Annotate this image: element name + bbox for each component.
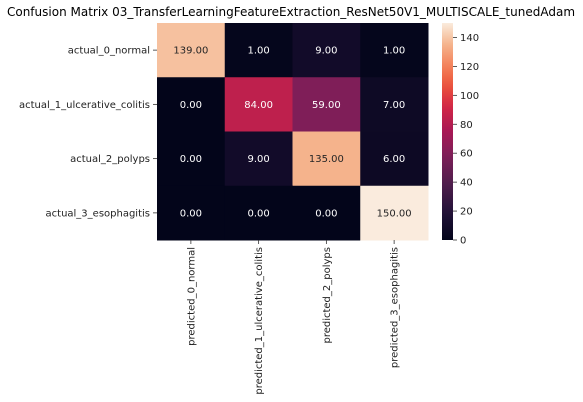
- cell-value-label: 9.00: [247, 154, 269, 165]
- colorbar-tick-label: 40: [460, 178, 473, 189]
- cell-value-label: 150.00: [377, 208, 412, 219]
- cell-value-label: 135.00: [309, 154, 344, 165]
- x-tick-label: predicted_1_ulcerative_colitis: [254, 247, 265, 395]
- y-tick-label: actual_2_polyps: [70, 154, 150, 165]
- cell-value-label: 0.00: [180, 100, 202, 111]
- cell-value-label: 84.00: [244, 100, 273, 111]
- cell-value-label: 6.00: [383, 154, 405, 165]
- y-tick-label: actual_1_ulcerative_colitis: [19, 100, 150, 111]
- colorbar-gradient: [442, 23, 453, 240]
- cell-value-label: 0.00: [247, 208, 269, 219]
- colorbar: 0 20 40 60 80 100 120 140: [442, 23, 479, 247]
- x-tick-label: predicted_2_polyps: [322, 247, 333, 344]
- cell-value-label: 0.00: [315, 208, 337, 219]
- cell-value-label: 7.00: [383, 100, 405, 111]
- x-tick-label: predicted_3_esophagitis: [390, 247, 401, 368]
- y-tick-label: actual_3_esophagitis: [46, 208, 150, 219]
- cell-value-label: 1.00: [247, 46, 269, 57]
- y-tick-label: actual_0_normal: [68, 46, 150, 57]
- colorbar-tick-label: 60: [460, 149, 473, 160]
- y-tick-labels: actual_0_normal actual_1_ulcerative_colit…: [19, 46, 157, 220]
- heatmap-cells: 139.00 1.00 9.00 1.00 0.00 84.00 59.00 7.00 0.00…: [157, 23, 429, 241]
- cell-value-label: 1.00: [383, 46, 405, 57]
- colorbar-tick-label: 100: [460, 91, 479, 102]
- cell-value-label: 59.00: [312, 100, 341, 111]
- colorbar-tick-label: 0: [460, 236, 466, 247]
- colorbar-tick-label: 140: [460, 33, 479, 44]
- colorbar-tick-label: 120: [460, 62, 479, 73]
- colorbar-ticks: 0 20 40 60 80 100 120 140: [453, 33, 479, 247]
- cell-value-label: 0.00: [180, 154, 202, 165]
- colorbar-tick-label: 80: [460, 120, 473, 131]
- x-tick-labels: predicted_0_normal predicted_1_ulcerative…: [186, 240, 400, 395]
- x-tick-label: predicted_0_normal: [186, 247, 197, 346]
- cell-value-label: 139.00: [173, 46, 208, 57]
- cell-value-label: 9.00: [315, 46, 337, 57]
- colorbar-tick-label: 20: [460, 207, 473, 218]
- chart-title: Confusion Matrix 03_TransferLearningFeat…: [7, 5, 575, 19]
- cell-value-label: 0.00: [180, 208, 202, 219]
